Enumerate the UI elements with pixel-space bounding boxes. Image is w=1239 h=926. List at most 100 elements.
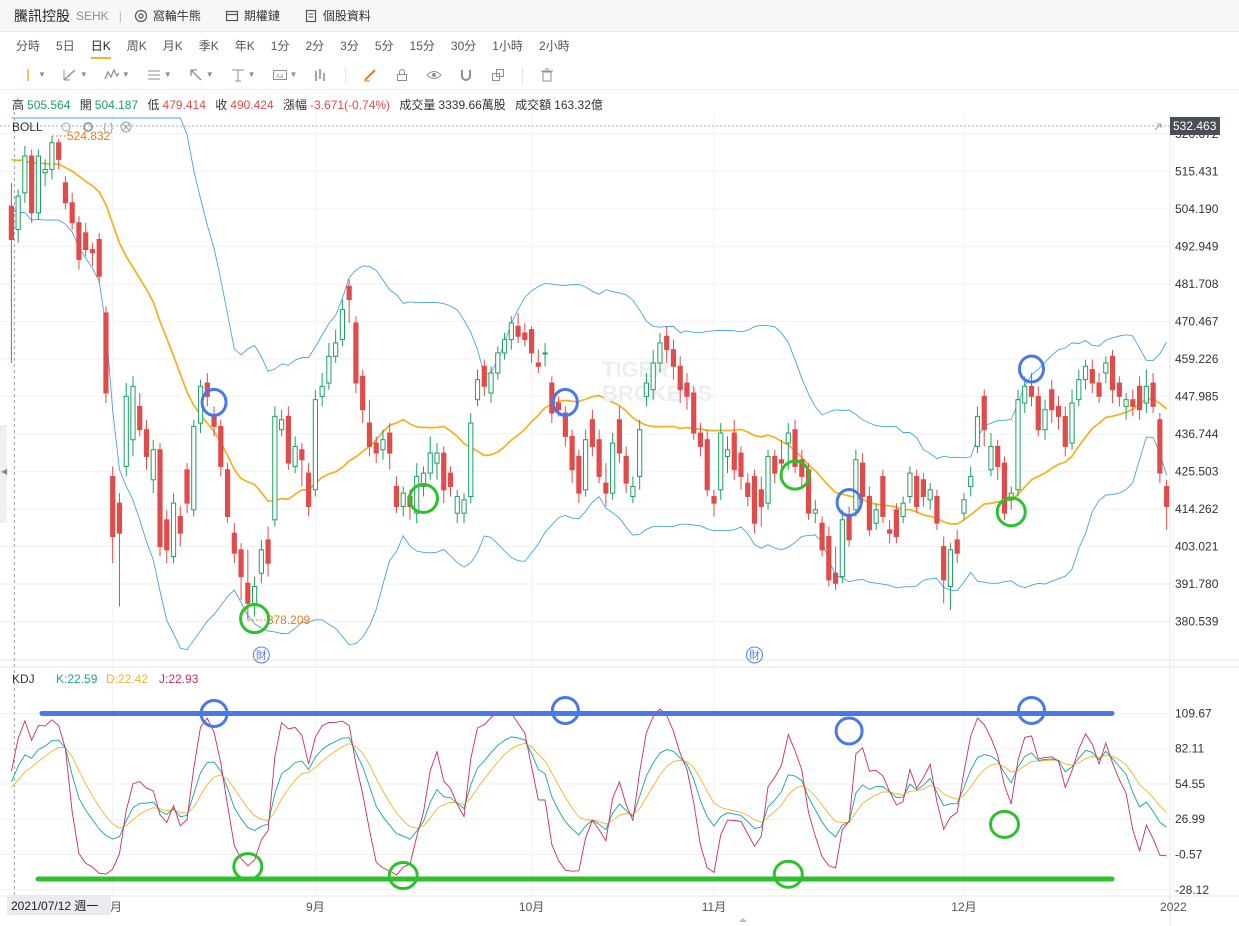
- candle-body[interactable]: [584, 440, 588, 490]
- candle-body[interactable]: [158, 450, 162, 547]
- candle-body[interactable]: [1063, 416, 1067, 446]
- candle-body[interactable]: [888, 530, 892, 533]
- candle-body[interactable]: [90, 249, 94, 252]
- candle-body[interactable]: [509, 323, 513, 340]
- candle-body[interactable]: [962, 500, 966, 513]
- candle-body[interactable]: [719, 433, 723, 490]
- text-tool-button[interactable]: Aa▼: [272, 67, 298, 83]
- candle-body[interactable]: [678, 366, 682, 389]
- candle-body[interactable]: [63, 183, 67, 203]
- period-tab[interactable]: 1小時: [492, 32, 523, 60]
- candle-body[interactable]: [969, 476, 973, 486]
- profile-link[interactable]: 個股資料: [304, 7, 371, 24]
- candle-body[interactable]: [928, 490, 932, 500]
- candle-body[interactable]: [307, 473, 311, 506]
- candle-body[interactable]: [773, 456, 777, 473]
- pencil-button[interactable]: [362, 67, 378, 83]
- candle-body[interactable]: [455, 496, 459, 513]
- candle-body[interactable]: [124, 396, 128, 466]
- candle-body[interactable]: [948, 550, 952, 587]
- candle-body[interactable]: [293, 446, 297, 466]
- candle-body[interactable]: [401, 493, 405, 506]
- candle-body[interactable]: [84, 233, 88, 250]
- candle-body[interactable]: [1070, 403, 1074, 443]
- candle-body[interactable]: [36, 156, 40, 213]
- candle-body[interactable]: [631, 486, 635, 496]
- candle-body[interactable]: [658, 343, 662, 363]
- candle-body[interactable]: [557, 403, 561, 410]
- candle-body[interactable]: [516, 326, 520, 336]
- candle-body[interactable]: [840, 520, 844, 577]
- candle-body[interactable]: [813, 510, 817, 513]
- candle-body[interactable]: [273, 416, 277, 519]
- candle-body[interactable]: [435, 453, 439, 463]
- period-tab[interactable]: 年K: [235, 32, 255, 60]
- candle-body[interactable]: [232, 533, 236, 553]
- candle-body[interactable]: [779, 460, 783, 463]
- candle-body[interactable]: [867, 496, 871, 529]
- candle-body[interactable]: [9, 206, 13, 239]
- candle-body[interactable]: [1104, 363, 1108, 373]
- candle-body[interactable]: [1090, 370, 1094, 383]
- wave-button[interactable]: ▼: [104, 67, 130, 83]
- candle-body[interactable]: [1002, 463, 1006, 513]
- candle-body[interactable]: [989, 446, 993, 469]
- candle-body[interactable]: [752, 476, 756, 523]
- arrow-button[interactable]: ▼: [188, 67, 214, 83]
- candle-body[interactable]: [97, 239, 101, 276]
- candle-body[interactable]: [1158, 420, 1162, 473]
- candle-body[interactable]: [833, 573, 837, 583]
- period-tab[interactable]: 2分: [305, 32, 324, 60]
- candle-body[interactable]: [502, 340, 506, 353]
- candle-body[interactable]: [469, 423, 473, 496]
- candle-body[interactable]: [320, 386, 324, 396]
- candle-body[interactable]: [820, 523, 824, 550]
- candle-body[interactable]: [171, 503, 175, 556]
- candle-body[interactable]: [685, 383, 689, 396]
- candle-body[interactable]: [597, 440, 601, 477]
- candle-body[interactable]: [651, 363, 655, 390]
- period-tab[interactable]: 5日: [56, 32, 75, 60]
- candle-body[interactable]: [347, 286, 351, 299]
- candle-body[interactable]: [739, 453, 743, 476]
- candle-body[interactable]: [104, 313, 108, 393]
- candle-body[interactable]: [212, 416, 216, 426]
- candle-body[interactable]: [462, 500, 466, 513]
- candle-body[interactable]: [1056, 406, 1060, 416]
- lock-button[interactable]: [394, 67, 410, 83]
- candle-body[interactable]: [692, 393, 696, 433]
- candle-body[interactable]: [151, 450, 155, 480]
- candle-body[interactable]: [881, 476, 885, 516]
- candle-body[interactable]: [340, 310, 344, 340]
- period-tab[interactable]: 日K: [91, 32, 111, 60]
- line-tool-button[interactable]: ▼: [20, 67, 46, 83]
- candle-body[interactable]: [590, 420, 594, 447]
- candle-body[interactable]: [388, 433, 392, 453]
- candle-body[interactable]: [874, 510, 878, 523]
- candle-body[interactable]: [921, 480, 925, 497]
- period-tab[interactable]: 月K: [163, 32, 183, 60]
- candle-body[interactable]: [313, 400, 317, 490]
- candle-body[interactable]: [117, 503, 121, 533]
- period-tab[interactable]: 5分: [375, 32, 394, 60]
- candle-body[interactable]: [975, 416, 979, 446]
- candle-body[interactable]: [16, 196, 20, 229]
- candle-body[interactable]: [225, 470, 229, 517]
- candle-body[interactable]: [847, 516, 851, 539]
- candle-body[interactable]: [138, 406, 142, 429]
- candle-body[interactable]: [536, 363, 540, 366]
- candle-body[interactable]: [367, 423, 371, 446]
- period-tab[interactable]: 30分: [451, 32, 476, 60]
- candle-body[interactable]: [185, 470, 189, 503]
- trend-line-button[interactable]: ▼: [62, 67, 88, 83]
- scroll-up-icon[interactable]: [739, 918, 747, 922]
- measure-button[interactable]: ▼: [230, 67, 256, 83]
- candle-body[interactable]: [1083, 366, 1087, 379]
- candle-body[interactable]: [570, 436, 574, 469]
- candle-body[interactable]: [1023, 386, 1027, 403]
- candle-body[interactable]: [30, 156, 34, 213]
- candle-body[interactable]: [327, 356, 331, 383]
- candle-body[interactable]: [1110, 356, 1114, 389]
- period-tab[interactable]: 3分: [340, 32, 359, 60]
- duplicate-button[interactable]: [490, 67, 506, 83]
